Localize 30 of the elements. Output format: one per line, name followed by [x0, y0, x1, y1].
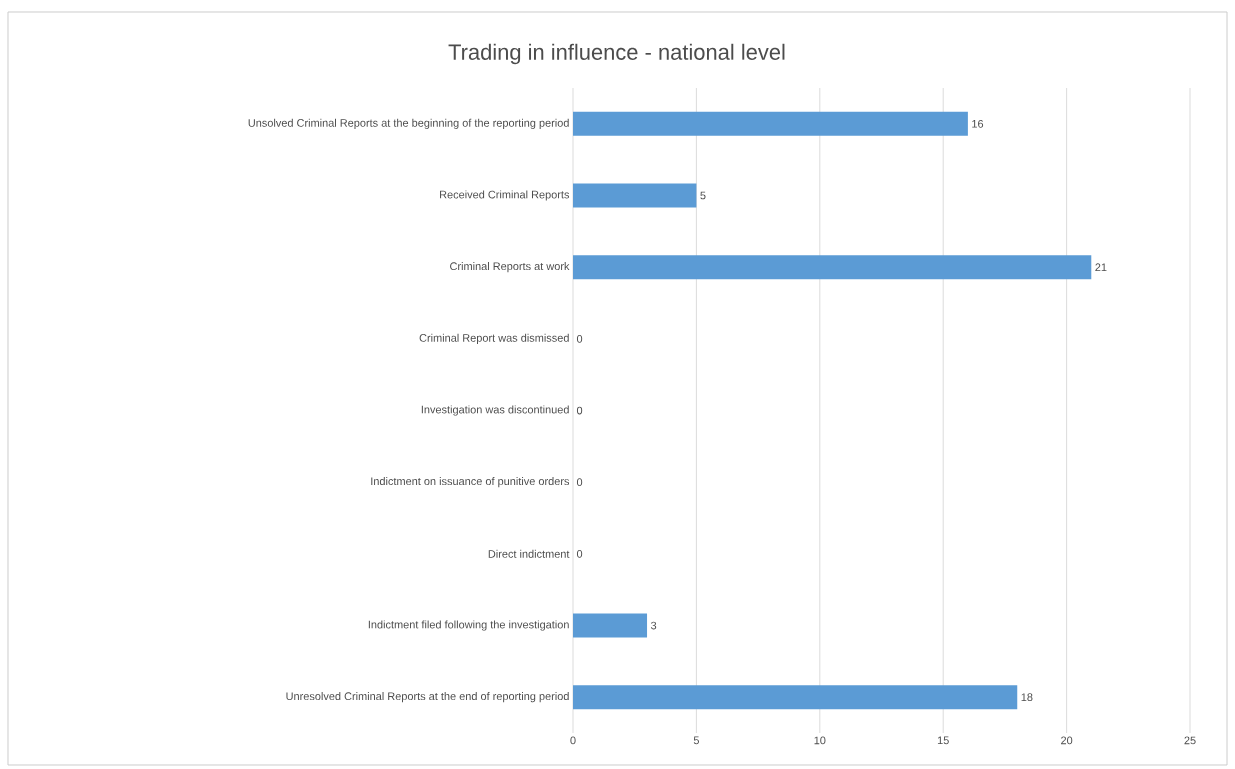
bar [573, 685, 1018, 710]
data-label: 21 [1095, 263, 1107, 271]
x-tick-label: 25 [1184, 736, 1196, 745]
data-label: 0 [576, 478, 583, 487]
data-label: 18 [1021, 693, 1033, 702]
y-tick-label: Unsolved Criminal Reports at the beginning of the reporting period [248, 118, 569, 129]
x-tick-label: 5 [693, 736, 699, 745]
bar [573, 255, 1092, 280]
y-tick-label: Indictment filed following the investigation [368, 620, 569, 631]
bar [573, 613, 648, 638]
data-label: 5 [700, 191, 706, 200]
data-label: 0 [576, 406, 583, 415]
y-tick-label: Indictment on issuance of punitive orders [371, 477, 570, 488]
data-label: 0 [576, 334, 583, 343]
y-tick-label: Investigation was discontinued [421, 405, 569, 416]
data-label: 3 [650, 621, 657, 630]
y-tick-label: Criminal Reports at work [450, 262, 570, 273]
x-tick-label: 15 [937, 736, 949, 745]
y-tick-label: Criminal Report was dismissed [419, 333, 569, 344]
data-label: 16 [972, 119, 984, 128]
y-tick-label: Unresolved Criminal Reports at the end of reporting period [286, 692, 569, 703]
data-label: 0 [576, 549, 583, 558]
x-tick-label: 10 [814, 736, 826, 745]
bar [573, 183, 697, 208]
y-tick-label: Received Criminal Reports [440, 190, 570, 201]
x-tick-label: 20 [1061, 736, 1073, 745]
y-tick-label: Direct indictment [488, 549, 570, 558]
bar [573, 111, 968, 136]
chart-title: Trading in influence - national level [448, 43, 785, 65]
x-tick-label: 0 [570, 736, 576, 745]
